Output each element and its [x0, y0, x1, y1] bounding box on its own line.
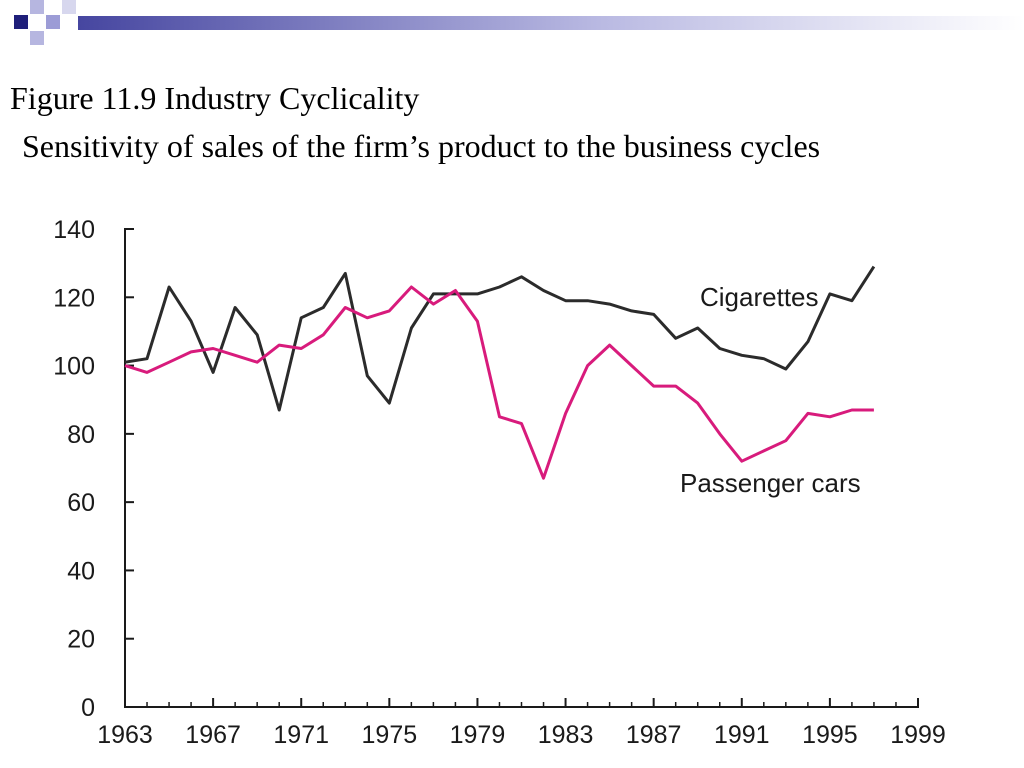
header-square-navy: [14, 15, 28, 29]
y-tick-label: 140: [53, 216, 95, 244]
series-cigarettes: [124, 265, 876, 412]
y-tick-label: 120: [53, 284, 95, 312]
series-lines: [124, 265, 876, 480]
header-square-lavender-2: [46, 15, 60, 29]
series-line: [124, 285, 874, 480]
x-tick-label: 1967: [185, 721, 241, 749]
x-tick-label: 1963: [97, 721, 153, 749]
y-tick-label: 20: [67, 626, 95, 654]
header-square-lavender-1: [30, 0, 44, 14]
x-tick-label: 1975: [362, 721, 418, 749]
header-square-light: [62, 0, 76, 14]
series-labels: Cigarettes Passenger cars: [680, 282, 861, 498]
figure-title: Figure 11.9 Industry Cyclicality: [10, 80, 420, 116]
y-tick-label: 100: [53, 353, 95, 381]
x-tick-label: 1971: [273, 721, 329, 749]
y-tick-label: 60: [67, 489, 95, 517]
axes: 0 20 40 60 80 100 120 140 1963 1967 1971 1975 1979 19…: [53, 216, 946, 749]
x-tick-label: 1999: [890, 721, 946, 749]
y-tick-label: 80: [67, 421, 95, 449]
figure-subtitle: Sensitivity of sales of the firm’s produ…: [22, 128, 821, 164]
series-passenger-cars: [124, 285, 875, 480]
series-label-cigarettes: Cigarettes: [700, 282, 819, 312]
x-tick-label: 1979: [450, 721, 506, 749]
x-tick-label: 1995: [802, 721, 858, 749]
header-square-lavender-3: [30, 31, 44, 45]
y-tick-label: 40: [67, 557, 95, 585]
y-tick-label: 0: [81, 694, 95, 722]
x-tick-label: 1983: [538, 721, 594, 749]
series-label-passenger-cars: Passenger cars: [680, 468, 861, 498]
x-tick-label: 1991: [714, 721, 770, 749]
slide-header-decoration: [0, 0, 1024, 48]
x-tick-label: 1987: [626, 721, 682, 749]
